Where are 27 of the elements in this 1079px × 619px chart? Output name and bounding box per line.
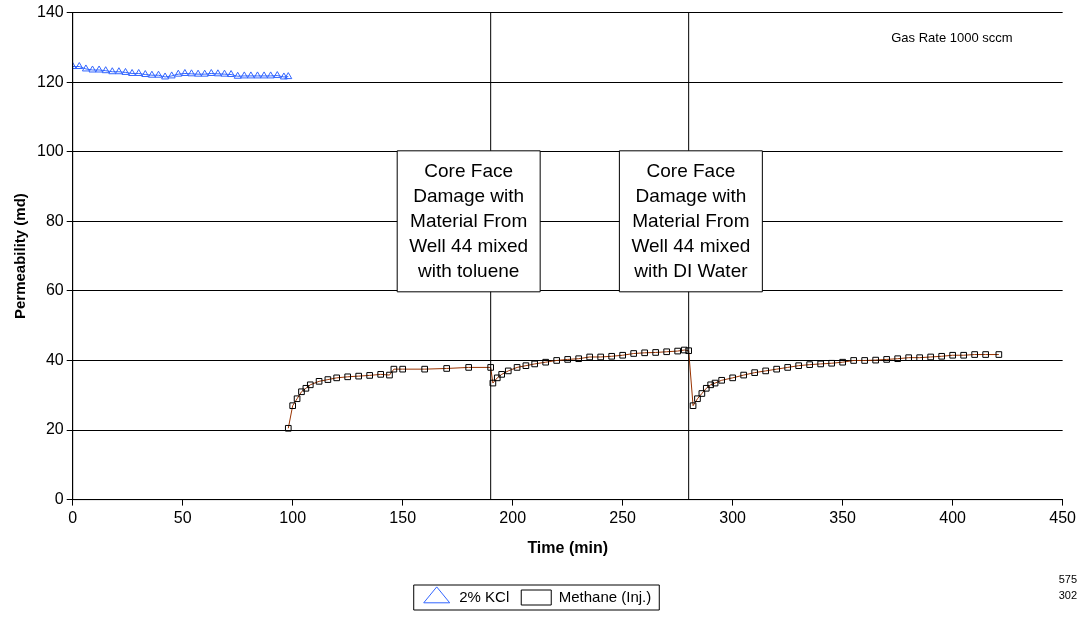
y-tick-label: 100 xyxy=(36,142,64,160)
annotation: Core Face Damage with Material From Well 44 mixed with toluene xyxy=(409,159,529,281)
y-tick-label: 140 xyxy=(36,3,64,21)
x-tick-label: 0 xyxy=(68,508,78,526)
y-tick-label: 40 xyxy=(45,350,64,368)
text: 575 xyxy=(1058,573,1077,586)
x-tick-label: 200 xyxy=(499,508,527,526)
x-tick-label: 350 xyxy=(829,508,857,526)
x-tick-label: 50 xyxy=(173,508,192,526)
annotation: Core Face Damage with Material From Well 44 mixed with DI Water xyxy=(631,159,751,281)
annotation: Gas Rate 1000 sccm xyxy=(891,30,1013,46)
y-tick-label: 0 xyxy=(54,490,64,508)
x-tick-label: 250 xyxy=(609,508,637,526)
legend-label: 2% KCl xyxy=(459,587,510,605)
x-tick-label: 300 xyxy=(719,508,747,526)
x-tick-label: 100 xyxy=(279,508,307,526)
y-tick-label: 60 xyxy=(45,281,64,299)
y-tick-label: 80 xyxy=(45,211,64,229)
text: 302 xyxy=(1058,589,1077,602)
y-axis-title: Permeability (md) xyxy=(11,193,29,320)
x-tick-label: 450 xyxy=(1049,508,1077,526)
y-tick-label: 20 xyxy=(45,420,64,438)
x-axis-title: Time (min) xyxy=(527,538,608,556)
x-tick-label: 400 xyxy=(939,508,967,526)
legend-label: Methane (Inj.) xyxy=(558,587,652,605)
x-tick-label: 150 xyxy=(389,508,417,526)
y-tick-label: 120 xyxy=(36,72,64,90)
